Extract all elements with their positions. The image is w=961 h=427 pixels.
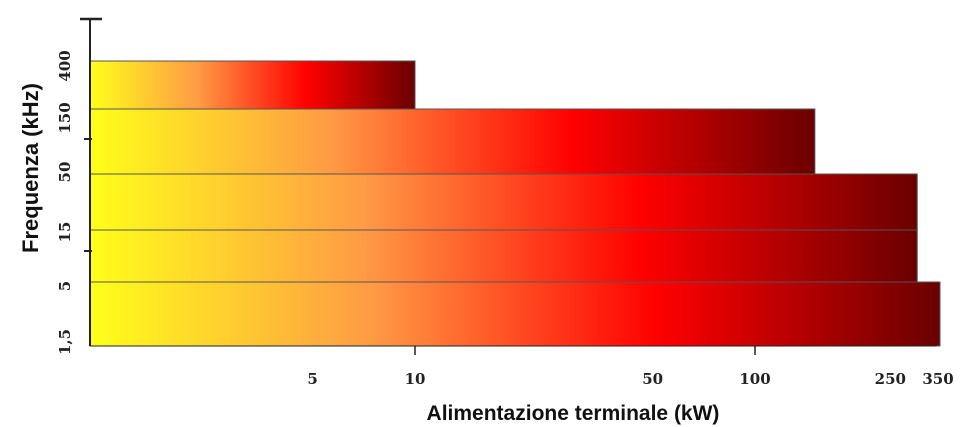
frequency-band-bar	[89, 60, 416, 110]
y-tick-label: 15	[56, 222, 74, 243]
x-tick-label: 350	[922, 370, 953, 388]
y-tick-label: 400	[56, 50, 74, 81]
bars-group	[89, 60, 941, 347]
x-tick-label: 5	[307, 370, 317, 388]
x-tick-label: 100	[739, 370, 770, 388]
y-tick-label: 150	[56, 102, 74, 133]
frequency-band-bar	[89, 108, 816, 175]
frequency-band-bar	[89, 229, 918, 283]
x-ticks-group: 5 10 50 100 250 350	[307, 346, 954, 388]
y-axis-title: Frequenza (kHz)	[18, 83, 43, 253]
x-tick-label: 250	[875, 370, 906, 388]
x-tick-label: 10	[405, 370, 426, 388]
y-tick-label: 5	[56, 281, 74, 291]
axes-group	[80, 17, 936, 347]
frequency-band-bar	[89, 281, 941, 347]
x-tick-label: 50	[642, 370, 663, 388]
y-tick-label: 50	[56, 162, 74, 183]
y-ticks-group: 1,5 5 15 50 150 400	[56, 50, 74, 355]
frequency-band-bar	[89, 173, 918, 231]
x-axis-title: Alimentazione terminale (kW)	[427, 402, 720, 425]
y-tick-label: 1,5	[56, 329, 74, 355]
